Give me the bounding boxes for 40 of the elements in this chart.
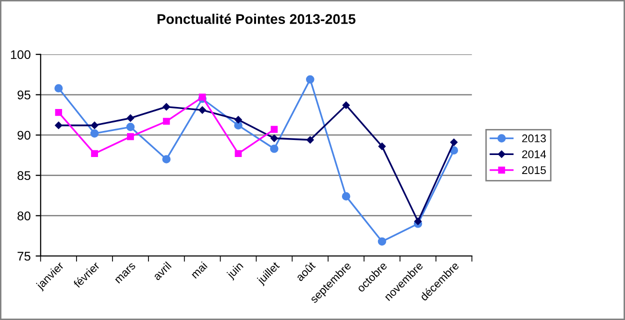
point [306,75,314,84]
point [126,122,135,132]
point [55,108,62,116]
point [306,136,314,144]
point [270,126,278,133]
y-tick-label: 90 [18,130,30,140]
point [270,134,278,142]
point [126,114,134,122]
point [90,122,98,130]
y-tick-label: 100 [11,50,30,60]
point [342,192,350,200]
point [162,103,170,110]
y-tick-label: 80 [18,211,30,220]
point [378,237,386,246]
legend-label: 2014 [522,150,546,158]
x-tick-label: avril [152,261,172,281]
point [342,102,350,109]
x-tick-label: mai [190,261,208,279]
y-tick-label: 85 [18,171,30,180]
point [90,129,99,138]
point [414,218,422,225]
y-tick-label: 95 [18,90,30,100]
point [54,84,63,92]
point [270,144,278,153]
point [234,116,242,124]
point [234,121,242,130]
point [54,122,62,130]
x-tick-label: juin [226,261,246,281]
point [91,150,98,158]
chart-title: Ponctualité Pointes 2013-2015 [158,14,356,24]
point [450,138,458,146]
point [198,106,206,114]
legend-label: 2015 [522,166,546,174]
point [162,155,171,164]
legend-label: 2013 [522,134,546,142]
y-tick-label: 75 [18,252,30,261]
point [234,150,242,158]
point [162,118,170,125]
point [378,142,386,150]
point [126,133,134,140]
